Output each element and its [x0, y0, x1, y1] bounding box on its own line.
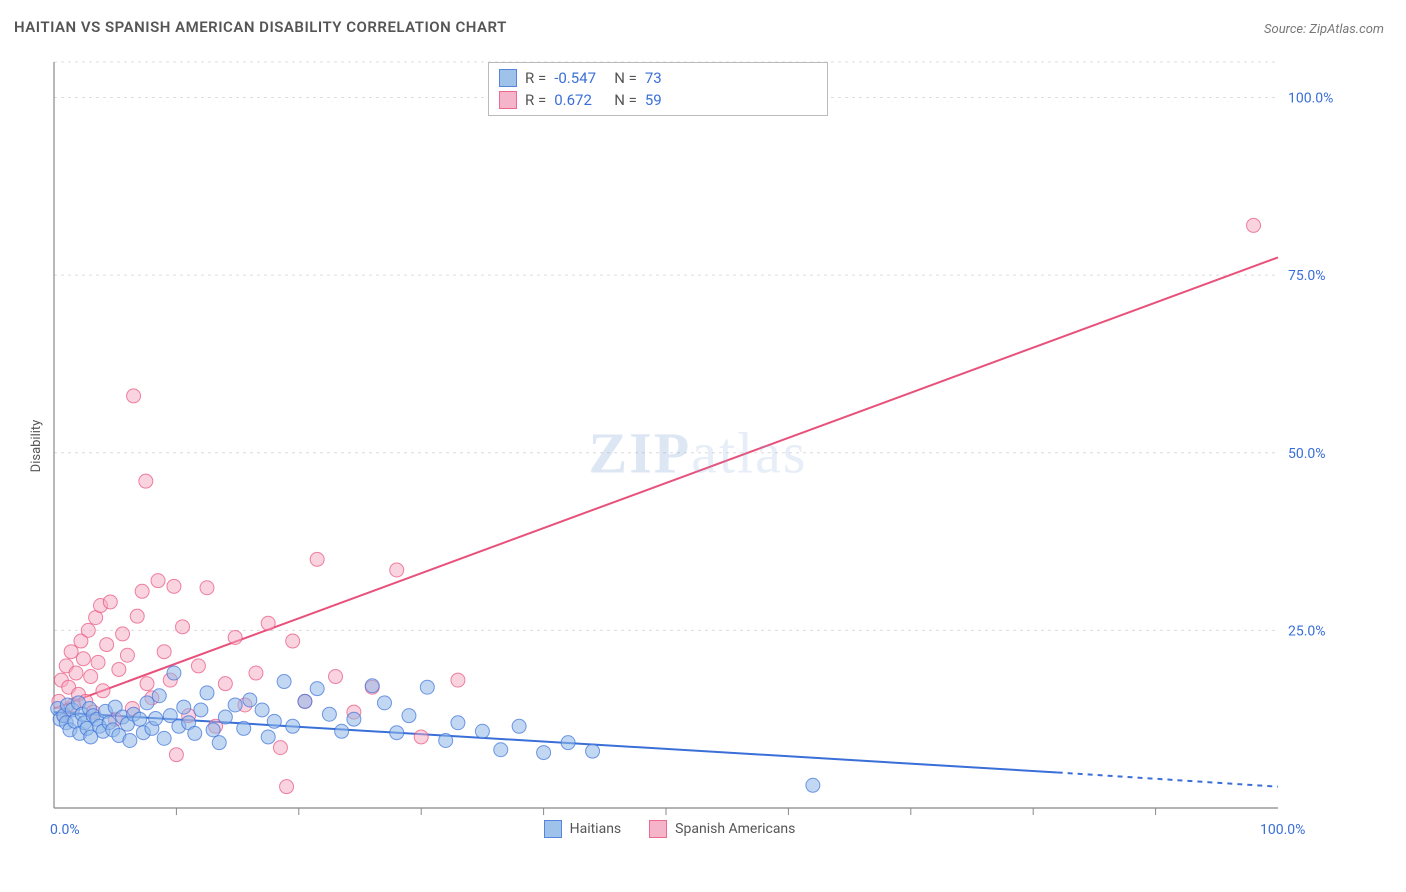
r-value-blue: -0.547 [554, 69, 606, 87]
r-label: R = [525, 69, 546, 87]
stats-row-blue: R = -0.547 N = 73 [499, 67, 817, 89]
n-label: N = [614, 91, 637, 109]
svg-text:25.0%: 25.0% [1288, 623, 1326, 639]
bottom-legend: Haitians Spanish Americans [544, 820, 796, 838]
legend-item-blue: Haitians [544, 820, 622, 838]
n-value-pink: 59 [645, 91, 697, 109]
svg-text:100.0%: 100.0% [1288, 91, 1333, 107]
stats-row-pink: R = 0.672 N = 59 [499, 89, 817, 111]
x-axis-label-right: 100.0% [1260, 822, 1305, 838]
legend-label-pink: Spanish Americans [675, 821, 795, 837]
swatch-blue [499, 69, 517, 87]
svg-text:75.0%: 75.0% [1288, 268, 1326, 284]
source-credit: Source: ZipAtlas.com [1264, 22, 1384, 37]
legend-item-pink: Spanish Americans [649, 820, 795, 838]
n-label: N = [614, 69, 637, 87]
svg-text:50.0%: 50.0% [1288, 446, 1326, 462]
stats-legend-box: R = -0.547 N = 73 R = 0.672 N = 59 [488, 62, 828, 116]
x-axis-label-left: 0.0% [50, 822, 80, 838]
r-value-pink: 0.672 [554, 91, 606, 109]
legend-label-blue: Haitians [570, 821, 622, 837]
n-value-blue: 73 [645, 69, 697, 87]
chart-title: HAITIAN VS SPANISH AMERICAN DISABILITY C… [14, 18, 507, 36]
swatch-pink [499, 91, 517, 109]
plot-area: 25.0%50.0%75.0%100.0% ZIPatlas R = -0.54… [48, 58, 1348, 848]
swatch-blue [544, 820, 562, 838]
swatch-pink [649, 820, 667, 838]
y-axis-label: Disability [29, 420, 44, 473]
r-label: R = [525, 91, 546, 109]
scatter-chart: 25.0% 50.0% 75.0% 100.0% [48, 58, 1348, 848]
